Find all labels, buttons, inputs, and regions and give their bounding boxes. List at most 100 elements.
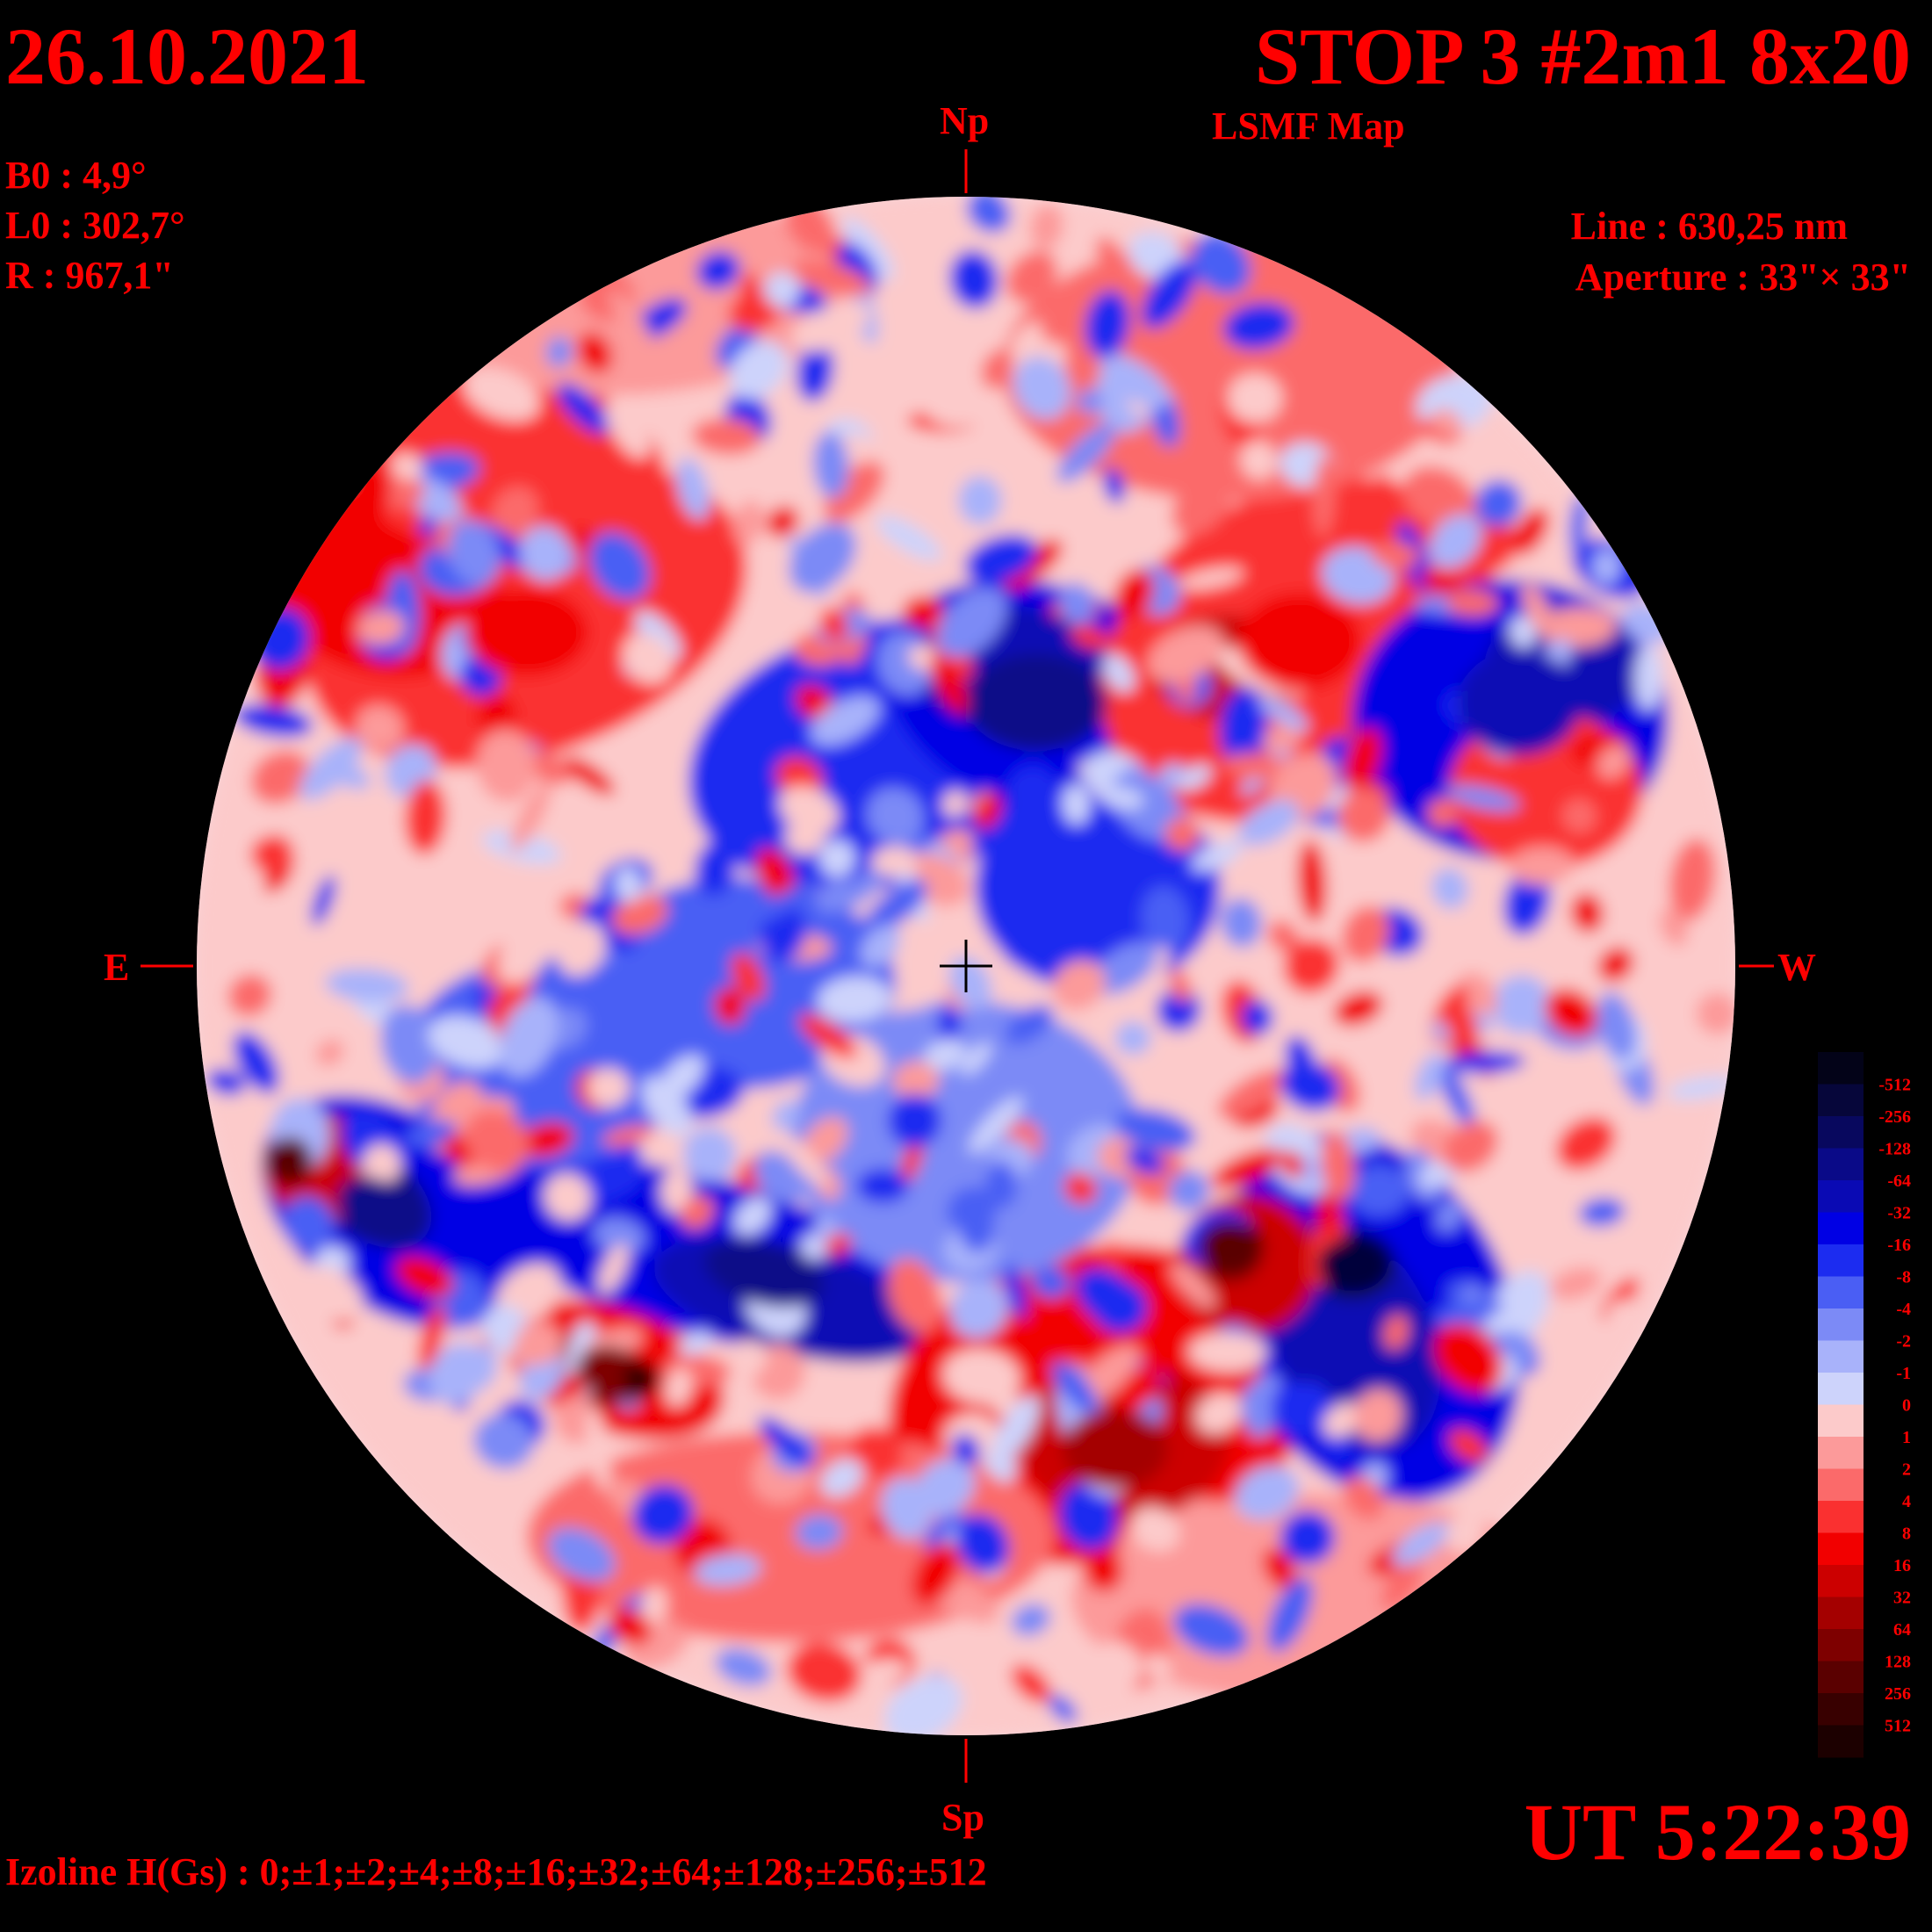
field-blob [766, 506, 799, 538]
field-blob [1103, 467, 1125, 504]
field-blob [1063, 1409, 1168, 1489]
scale-swatch [1818, 1052, 1864, 1085]
field-blob [692, 527, 737, 572]
field-blob [1659, 908, 1689, 947]
field-blob [1217, 1068, 1288, 1119]
field-blob [1442, 1000, 1479, 1046]
field-blob [1238, 593, 1361, 689]
field-blob [1549, 1267, 1602, 1301]
field-blob [1031, 1265, 1071, 1299]
field-blob [1353, 1388, 1403, 1442]
field-blob [863, 879, 928, 935]
field-blob [949, 1280, 1009, 1339]
field-blob [660, 1168, 693, 1214]
field-blob [1235, 1466, 1300, 1520]
field-blob [1262, 1547, 1298, 1590]
field-blob [602, 1125, 653, 1147]
field-blob [1313, 454, 1335, 537]
field-blob [1433, 1299, 1503, 1325]
field-blob [1458, 650, 1581, 755]
field-blob [1240, 1384, 1273, 1438]
field-blob [1427, 798, 1457, 828]
scale-label: 64 [1893, 1620, 1911, 1640]
field-blob [1144, 1654, 1171, 1680]
scale-swatch [1818, 1501, 1864, 1533]
field-blob [920, 373, 996, 428]
field-blob [930, 654, 969, 715]
field-blob [1130, 1507, 1180, 1552]
field-blob [557, 922, 606, 977]
field-blob [325, 968, 409, 1003]
field-blob [733, 1197, 772, 1236]
field-blob [1221, 898, 1262, 948]
field-blob [1195, 1393, 1242, 1434]
field-blob [597, 1244, 629, 1294]
field-blob [206, 1069, 246, 1096]
field-blob [448, 519, 501, 587]
field-blob [1188, 1331, 1267, 1373]
scale-swatch [1818, 1693, 1864, 1726]
field-blob [1219, 686, 1268, 768]
field-blob [1509, 847, 1575, 885]
field-blob [624, 1361, 659, 1396]
center-crosshair [940, 940, 992, 992]
scale-swatch [1818, 1597, 1864, 1630]
field-blob [299, 737, 363, 801]
field-blob [796, 340, 834, 402]
field-blob [902, 595, 944, 628]
field-blob [1431, 408, 1462, 437]
scale-label: 4 [1902, 1492, 1911, 1511]
field-blob [380, 1004, 439, 1085]
field-blob [842, 217, 894, 281]
field-blob [1433, 1323, 1503, 1394]
field-blob [957, 1198, 995, 1253]
field-blob [1294, 1154, 1328, 1186]
field-blob [311, 875, 336, 926]
scale-label: 256 [1885, 1684, 1911, 1704]
field-blob [1141, 886, 1189, 953]
field-blob [784, 819, 825, 855]
field-blob [964, 534, 1038, 584]
field-blob [233, 1031, 280, 1094]
field-blob [227, 974, 272, 1017]
scale-label: 128 [1885, 1653, 1911, 1672]
map-title: STOP 3 #2m1 8x20 [1254, 11, 1911, 101]
radius-parameter: R : 967,1" [5, 254, 174, 297]
field-blob [1597, 745, 1630, 779]
field-blob [694, 840, 736, 897]
field-blob [1272, 1381, 1323, 1438]
field-blob [732, 501, 764, 545]
field-blob [744, 1568, 778, 1624]
field-blob [966, 197, 1011, 234]
field-blob [1349, 1164, 1409, 1216]
b0-parameter: B0 : 4,9° [5, 154, 147, 197]
field-blob [786, 1642, 862, 1703]
field-blob [1522, 582, 1553, 637]
field-blob [1431, 867, 1468, 910]
field-blob [955, 1513, 1010, 1575]
field-blob [795, 1514, 843, 1550]
field-blob [417, 1304, 446, 1371]
scale-swatch [1818, 1148, 1864, 1181]
field-blob [593, 1217, 645, 1254]
field-blob [519, 1121, 574, 1158]
field-blob [675, 458, 710, 521]
field-blob [1445, 589, 1499, 616]
field-blob [405, 1120, 457, 1148]
field-blob [1102, 1241, 1124, 1272]
field-blob [798, 1013, 857, 1059]
field-blob [1084, 1548, 1123, 1592]
field-blob [1047, 1694, 1078, 1723]
field-blob [1029, 204, 1063, 250]
field-blob [587, 1068, 631, 1107]
field-blob [753, 1150, 806, 1203]
field-blob [492, 487, 538, 538]
field-blob [1333, 991, 1383, 1027]
field-blob [1383, 1315, 1409, 1350]
field-blob [1280, 1150, 1304, 1179]
field-blob [1544, 988, 1598, 1038]
field-blob [513, 1322, 563, 1366]
solar-disk [197, 197, 1735, 1735]
field-blob [850, 1425, 904, 1478]
field-blob [250, 750, 311, 804]
